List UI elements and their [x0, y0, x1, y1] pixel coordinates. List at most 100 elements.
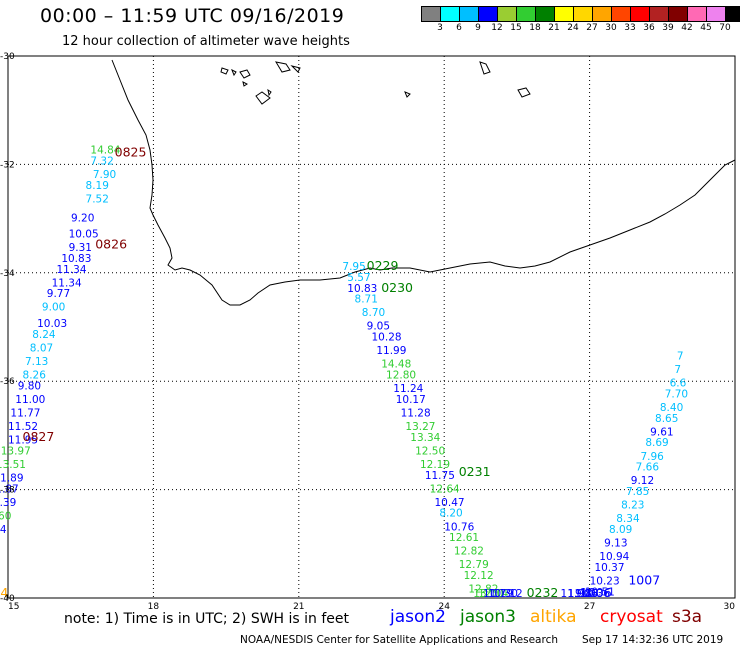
wave-height-label: 11.99	[376, 345, 406, 357]
pass-time-label: 0827	[23, 429, 55, 444]
wave-height-label: 14.84	[90, 145, 120, 157]
wave-height-label: 8.34	[616, 513, 640, 525]
island-cluster-1	[220, 61, 301, 105]
colorbar-tick-label: 36	[643, 23, 655, 33]
wave-height-label: 11.12	[493, 588, 523, 600]
wave-height-label: 12.61	[449, 532, 479, 544]
wave-height-label: 9.00	[42, 302, 65, 314]
colorbar-swatch	[707, 7, 726, 21]
africa-coastline	[111, 59, 736, 306]
colorbar	[421, 6, 740, 22]
wave-height-label: 9.77	[47, 288, 70, 300]
pass-time-label: 0230	[381, 280, 413, 295]
colorbar-tick-label: 18	[529, 23, 541, 33]
coastline	[111, 59, 736, 306]
wave-height-label: 10.37	[594, 562, 624, 574]
wave-height-label: 10.23	[590, 575, 620, 587]
wave-height-label: 11.34	[52, 277, 82, 289]
colorbar-swatch	[726, 7, 740, 21]
colorbar-swatch	[422, 7, 441, 21]
wave-height-label: 11.75	[425, 470, 455, 482]
island-cluster-2	[404, 61, 531, 98]
credit-line: NOAA/NESDIS Center for Satellite Applica…	[240, 634, 558, 646]
lat-tick-label: -36	[0, 377, 15, 387]
wave-height-label: 10.03	[37, 318, 67, 330]
wave-height-label: 13.00	[473, 588, 503, 600]
wave-height-label: 10.05	[69, 229, 99, 241]
wave-height-label: 10.76	[444, 521, 474, 533]
wave-height-label: 7.32	[90, 155, 113, 167]
wave-height-label: 8.09	[609, 524, 632, 536]
wave-height-label: 10.17	[396, 394, 426, 406]
colorbar-tick-label: 3	[437, 23, 443, 33]
legend-jason3: jason3	[460, 607, 516, 627]
colorbar-tick-label: 6	[456, 23, 462, 33]
wave-height-label: 7	[677, 351, 684, 363]
lat-tick-label: -32	[0, 160, 15, 170]
colorbar-swatch	[555, 7, 574, 21]
legend-s3a: s3a	[672, 607, 703, 627]
colorbar-swatch	[669, 7, 688, 21]
wave-height-label: 9.12	[631, 475, 654, 487]
wave-height-label: 11.39	[0, 497, 16, 509]
wave-height-label: 5.57	[347, 272, 370, 284]
wave-height-label: 8.65	[655, 413, 678, 425]
wave-height-label: 9.61	[650, 426, 673, 438]
lon-tick-label: 18	[148, 602, 160, 612]
wave-height-label: 7.90	[93, 169, 116, 181]
lat-tick-label: -30	[0, 52, 15, 62]
wave-height-label: 10.47	[435, 497, 465, 509]
wave-height-label: 9.31	[69, 242, 92, 254]
wave-height-label: 7.95	[342, 261, 365, 273]
colorbar-swatch	[441, 7, 460, 21]
pass-time-label: 0231	[459, 464, 491, 479]
wave-height-label: 11.28	[401, 407, 431, 419]
colorbar-swatch	[650, 7, 669, 21]
lat-tick-label: -34	[0, 269, 15, 279]
wave-height-label: 10.30	[488, 588, 518, 600]
wave-height-label: 8.19	[86, 180, 109, 192]
wave-height-label: 11.34	[56, 264, 86, 276]
colorbar-tick-label: 70	[719, 23, 731, 33]
map-frame	[7, 55, 736, 599]
observations-layer: 14.847.327.908.197.529.2010.059.3110.831…	[0, 145, 688, 600]
wave-height-label: 6.6	[670, 378, 687, 390]
lon-tick-label: 24	[438, 602, 450, 612]
wave-height-label: 8.70	[362, 307, 385, 319]
colorbar-swatch	[612, 7, 631, 21]
wave-height-label: 12.60	[0, 510, 11, 522]
wave-height-label: 11.95	[8, 435, 38, 447]
colorbar-tick-label: 21	[548, 23, 560, 33]
pass-time-label: 0826	[95, 236, 127, 251]
wave-height-label: 11.87	[0, 483, 19, 495]
wave-height-label: 10.84	[0, 524, 7, 536]
legend-cryosat: cryosat	[600, 607, 663, 627]
wave-height-label: 12.79	[459, 559, 489, 571]
wave-height-label: 11.79	[483, 588, 513, 600]
pass-labels-layer: 0825 0826 0827 0524 0229 0230 0231 0232 1006 1007	[0, 144, 660, 600]
legend-altika: altika	[530, 607, 577, 627]
legend-jason2: jason2	[390, 607, 446, 627]
wave-height-label: 10.36	[580, 588, 610, 600]
colorbar-tick-label: 15	[510, 23, 522, 33]
colorbar-tick-label: 9	[475, 23, 481, 33]
colorbar-tick-label: 33	[624, 23, 636, 33]
wave-height-label: 12.64	[430, 483, 460, 495]
wave-height-label: 7	[674, 364, 681, 376]
pass-time-label: 0524	[0, 585, 8, 600]
wave-height-label: 13.97	[1, 445, 31, 457]
wave-height-label: 11.89	[0, 472, 24, 484]
colorbar-swatch	[479, 7, 498, 21]
lon-tick-label: 15	[8, 602, 19, 612]
wave-height-label: 11.24	[393, 383, 423, 395]
colorbar-swatch	[688, 7, 707, 21]
colorbar-swatch	[631, 7, 650, 21]
pass-time-label: 1007	[628, 572, 660, 587]
colorbar-tick-label: 45	[700, 23, 712, 33]
wave-height-label: 12.82	[468, 584, 498, 596]
wave-height-label: 8.69	[645, 437, 668, 449]
wave-height-label: 7.66	[636, 462, 660, 474]
wave-height-label: 12.50	[415, 445, 445, 457]
